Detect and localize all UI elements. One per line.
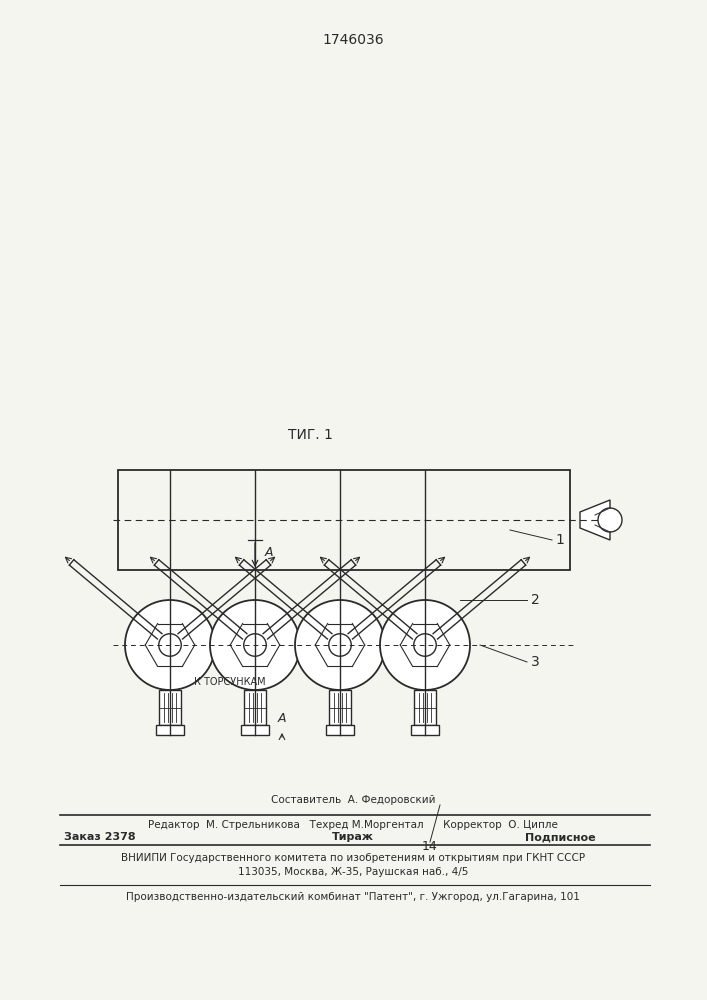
Bar — [414, 690, 436, 725]
Circle shape — [125, 600, 215, 690]
Text: Тираж: Тираж — [332, 832, 374, 842]
Text: A: A — [265, 546, 274, 558]
Text: Составитель  А. Федоровский: Составитель А. Федоровский — [271, 795, 436, 805]
Text: ΤИГ. 1: ΤИГ. 1 — [288, 428, 332, 442]
Circle shape — [159, 634, 181, 656]
Circle shape — [598, 508, 622, 532]
Bar — [118, 470, 570, 570]
Text: Подписное: Подписное — [525, 832, 595, 842]
Bar — [326, 725, 354, 735]
Bar — [156, 725, 184, 735]
Text: 2: 2 — [531, 593, 539, 607]
Text: Производственно-издательский комбинат "Патент", г. Ужгород, ул.Гагарина, 101: Производственно-издательский комбинат "П… — [126, 892, 580, 902]
Polygon shape — [580, 500, 610, 540]
Circle shape — [380, 600, 470, 690]
Text: Заказ 2378: Заказ 2378 — [64, 832, 136, 842]
Bar — [244, 690, 266, 725]
Bar — [411, 725, 439, 735]
Bar — [159, 690, 181, 725]
Text: 1746036: 1746036 — [322, 33, 384, 47]
Circle shape — [210, 600, 300, 690]
Text: 1: 1 — [556, 533, 564, 547]
Text: 14: 14 — [422, 840, 438, 854]
Text: ВНИИПИ Государственного комитета по изобретениям и открытиям при ГКНТ СССР: ВНИИПИ Государственного комитета по изоб… — [121, 853, 585, 863]
Text: 3: 3 — [531, 655, 539, 669]
Text: Редактор  М. Стрельникова   Техред М.Моргентал      Корректор  О. Ципле: Редактор М. Стрельникова Техред М.Морген… — [148, 820, 558, 830]
Bar — [241, 725, 269, 735]
Circle shape — [414, 634, 436, 656]
Circle shape — [295, 600, 385, 690]
Bar — [329, 690, 351, 725]
Text: 113035, Москва, Ж-35, Раушская наб., 4/5: 113035, Москва, Ж-35, Раушская наб., 4/5 — [238, 867, 468, 877]
Circle shape — [244, 634, 267, 656]
Text: К ΤОРСУНКАМ: К ΤОРСУНКАМ — [194, 677, 266, 687]
Text: A: A — [278, 712, 286, 724]
Circle shape — [329, 634, 351, 656]
